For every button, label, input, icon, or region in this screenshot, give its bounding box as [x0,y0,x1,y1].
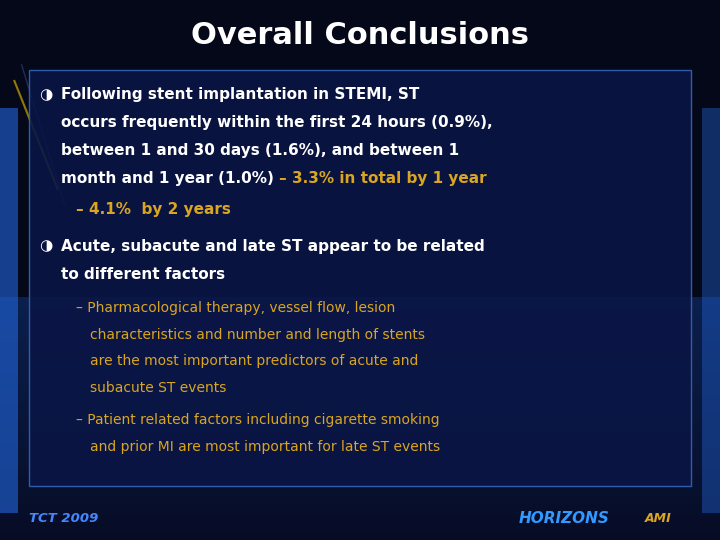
Bar [0,329,720,333]
Bar [0,390,720,394]
Bar [0,297,720,301]
Text: Acute, subacute and late ST appear to be related: Acute, subacute and late ST appear to be… [61,239,485,254]
Bar [0,475,720,480]
Bar [0,386,720,390]
Bar [0,427,720,431]
Bar [0,325,720,329]
Bar [0,467,720,471]
Bar [0,512,720,516]
Text: characteristics and number and length of stents: characteristics and number and length of… [90,328,425,342]
Bar [0,374,720,378]
Bar [0,496,720,500]
FancyBboxPatch shape [29,70,691,486]
Bar [0,483,720,487]
Bar [0,366,720,370]
Bar [0,503,720,508]
Bar [0,317,720,321]
Text: ◑: ◑ [40,87,53,102]
Bar [0,471,720,475]
Bar [0,362,720,366]
Bar [0,422,720,427]
Text: are the most important predictors of acute and: are the most important predictors of acu… [90,354,418,368]
Bar [0,480,720,483]
Text: Overall Conclusions: Overall Conclusions [191,21,529,50]
Bar [0,378,720,382]
Bar [0,459,720,463]
Bar [0,357,720,362]
Text: subacute ST events: subacute ST events [90,381,226,395]
Bar [0,410,720,415]
Bar [0,305,720,309]
Bar [0,301,720,305]
Bar [0,447,720,451]
Bar [702,108,720,513]
Bar [0,524,720,528]
Bar [0,346,720,350]
Bar [0,536,720,540]
Bar [0,487,720,491]
Bar [0,455,720,459]
Text: – Pharmacological therapy, vessel flow, lesion: – Pharmacological therapy, vessel flow, … [76,301,395,315]
Bar [0,321,720,325]
Bar [0,443,720,447]
Bar [0,341,720,346]
Text: – 3.3% in total by 1 year: – 3.3% in total by 1 year [279,171,486,186]
Bar [0,516,720,519]
Bar [0,333,720,338]
Bar [0,309,720,313]
Bar [0,451,720,455]
Bar [0,399,720,402]
Bar [0,431,720,435]
Bar [0,382,720,386]
Bar [0,500,720,503]
Bar [0,438,720,443]
Bar [0,402,720,406]
Bar [0,508,720,512]
Bar [0,435,720,438]
Text: – Patient related factors including cigarette smoking: – Patient related factors including ciga… [76,413,439,427]
Bar [0,370,720,374]
Bar [0,406,720,410]
Text: month and 1 year (1.0%): month and 1 year (1.0%) [61,171,279,186]
Bar [0,108,18,513]
Text: – 4.1%  by 2 years: – 4.1% by 2 years [76,202,230,217]
Text: Following stent implantation in STEMI, ST: Following stent implantation in STEMI, S… [61,87,420,102]
Text: and prior MI are most important for late ST events: and prior MI are most important for late… [90,440,440,454]
Bar [0,528,720,532]
Text: ◑: ◑ [40,239,53,254]
Bar [0,463,720,467]
Bar [0,418,720,422]
Bar [0,350,720,354]
Bar [0,415,720,419]
Bar [0,313,720,317]
Bar [0,338,720,342]
Text: between 1 and 30 days (1.6%), and between 1: between 1 and 30 days (1.6%), and betwee… [61,143,459,158]
Text: AMI: AMI [644,512,671,525]
Bar [0,394,720,399]
Bar [0,519,720,524]
Bar [0,532,720,536]
Bar [0,491,720,496]
Text: to different factors: to different factors [61,267,225,282]
Bar [0,354,720,357]
Text: occurs frequently within the first 24 hours (0.9%),: occurs frequently within the first 24 ho… [61,115,492,130]
Text: TCT 2009: TCT 2009 [29,512,98,525]
Text: HORIZONS: HORIZONS [518,511,609,526]
